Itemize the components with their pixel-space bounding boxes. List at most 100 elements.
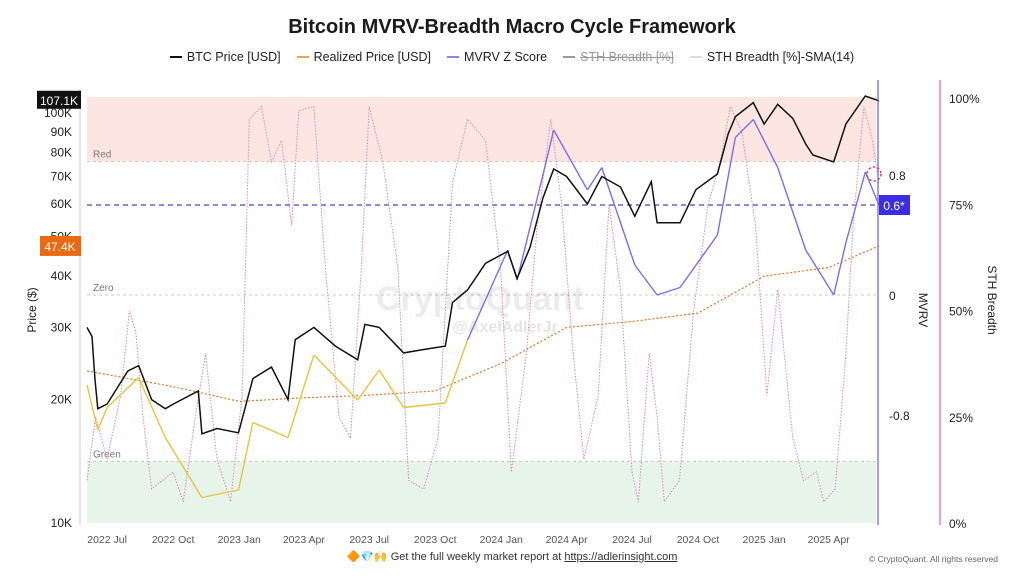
mvrv-z-segment	[805, 249, 835, 296]
realized-price-badge	[40, 235, 81, 256]
legend: BTC Price [USD] Realized Price [USD] MVR…	[0, 50, 1024, 64]
mvrv-z-segment	[601, 167, 636, 266]
copyright: © CryptoQuant. All rights reserved	[868, 554, 998, 564]
mvrv-z-segment	[542, 129, 555, 176]
y-tick-label: 70K	[51, 170, 72, 184]
y-tick-label: 20K	[51, 393, 72, 407]
mvrv-z-segment	[252, 421, 289, 439]
y-tick-label: 100K	[44, 106, 72, 120]
x-tick-label: 2024 Jan	[480, 534, 523, 546]
mvrv-z-segment	[378, 369, 405, 408]
x-tick-label: 2024 Apr	[546, 534, 589, 546]
mvrv-tick-label: -0.8	[889, 409, 910, 423]
mvrv-badge	[879, 195, 910, 215]
mvrv-z-segment	[833, 242, 847, 296]
mvrv-z-segment	[164, 437, 203, 498]
x-tick-label: 2023 Apr	[283, 534, 326, 546]
x-tick-label: 2022 Oct	[152, 534, 195, 546]
legend-realized-price[interactable]: Realized Price [USD]	[296, 50, 431, 64]
legend-label: STH Breadth [%]-SMA(14)	[706, 50, 855, 64]
mvrv-z-segment	[845, 171, 866, 243]
watermark-handle: @AxelAdlerJr	[452, 319, 557, 336]
mvrv-z-segment	[553, 129, 589, 191]
zone-label-zero: Zero	[93, 283, 114, 294]
y-tick-label: 80K	[51, 146, 72, 160]
x-tick-label: 2024 Jul	[612, 534, 652, 546]
mvrv-tick-label: 0	[889, 289, 896, 303]
mvrv-z-segment	[679, 234, 718, 288]
legend-btc-price[interactable]: BTC Price [USD]	[169, 50, 281, 64]
breadth-tick-label: 100%	[949, 92, 980, 106]
mvrv-z-segment	[634, 264, 658, 296]
mvrv-z-segment	[656, 286, 681, 296]
chart-title: Bitcoin MVRV-Breadth Macro Cycle Framewo…	[288, 16, 736, 38]
legend-label: MVRV Z Score	[463, 50, 548, 64]
mvrv-z-segment	[777, 167, 807, 251]
x-tick-label: 2023 Oct	[414, 534, 457, 546]
highlight-circle	[866, 166, 882, 182]
mvrv-z-segment	[357, 369, 380, 401]
mvrv-z-segment	[734, 119, 754, 138]
y-tick-label: 30K	[51, 320, 72, 334]
zone-label-red: Red	[93, 150, 111, 161]
legend-swatch	[169, 56, 182, 58]
y-tick-label: 10K	[51, 516, 72, 530]
legend-sth-breadth-sma[interactable]: STH Breadth [%]-SMA(14)	[689, 50, 855, 64]
x-tick-label: 2025 Jan	[742, 534, 785, 546]
mvrv-z-segment	[444, 339, 469, 404]
footer: 🔶💎🙌 Get the full weekly market report at…	[0, 550, 1024, 563]
green-zone	[87, 461, 876, 523]
mvrv-z-segment	[716, 137, 737, 236]
breadth-tick-label: 0%	[949, 517, 967, 531]
mvrv-z-segment	[237, 422, 254, 491]
legend-swatch	[446, 56, 459, 58]
mvrv-axis-title: MVRV	[916, 293, 930, 327]
mvrv-z-segment	[403, 402, 446, 409]
mvrv-z-segment	[138, 377, 166, 438]
mvrv-z-segment	[287, 354, 315, 438]
mvrv-z-segment	[466, 249, 509, 341]
legend-sth-breadth[interactable]: STH Breadth [%]	[563, 50, 674, 64]
x-tick-label: 2022 Jul	[87, 534, 127, 546]
x-tick-label: 2024 Oct	[677, 534, 720, 546]
btc-price-badge-text: 107.1K	[40, 94, 78, 108]
btc-price-line	[86, 95, 880, 435]
y-tick-label: 40K	[51, 269, 72, 283]
breadth-axis-title: STH Breadth	[985, 265, 999, 334]
mvrv-z-segment	[516, 174, 544, 281]
x-tick-label: 2023 Jul	[349, 534, 389, 546]
y-axis-title: Price ($)	[25, 287, 39, 332]
mvrv-z-segment	[97, 407, 108, 431]
mvrv-tick-label: 0.8	[889, 169, 906, 183]
realized-price-badge-text: 47.4K	[44, 240, 75, 254]
footer-link[interactable]: https://adlerinsight.com	[564, 551, 678, 563]
mvrv-z-segment	[752, 119, 779, 168]
y-tick-label: 90K	[51, 125, 72, 139]
legend-label: Realized Price [USD]	[313, 50, 431, 64]
legend-swatch	[296, 56, 309, 58]
legend-mvrv-z[interactable]: MVRV Z Score	[446, 50, 548, 64]
legend-label: STH Breadth [%]	[580, 50, 674, 64]
legend-label: BTC Price [USD]	[186, 50, 281, 64]
footer-text: Get the full weekly market report at	[390, 551, 565, 563]
mvrv-z-segment	[86, 384, 99, 431]
footer-emoji: 🔶💎🙌	[346, 551, 388, 563]
mvrv-badge-text: 0.6*	[883, 199, 905, 213]
btc-price-badge	[37, 90, 81, 109]
x-tick-label: 2023 Jan	[218, 534, 261, 546]
mvrv-z-segment	[313, 354, 359, 401]
breadth-tick-label: 50%	[949, 305, 973, 319]
x-tick-label: 2025 Apr	[808, 534, 851, 546]
legend-swatch	[563, 56, 576, 58]
sth-breadth-sma-line	[86, 104, 880, 504]
mvrv-z-segment	[586, 167, 603, 191]
mvrv-z-segment	[106, 376, 140, 409]
realized-price-line	[86, 245, 880, 403]
legend-swatch	[689, 56, 702, 58]
breadth-tick-label: 25%	[949, 411, 973, 425]
mvrv-z-segment	[201, 489, 239, 499]
breadth-tick-label: 75%	[949, 198, 973, 212]
y-tick-label: 60K	[51, 197, 72, 211]
zone-label-green: Green	[93, 450, 121, 461]
